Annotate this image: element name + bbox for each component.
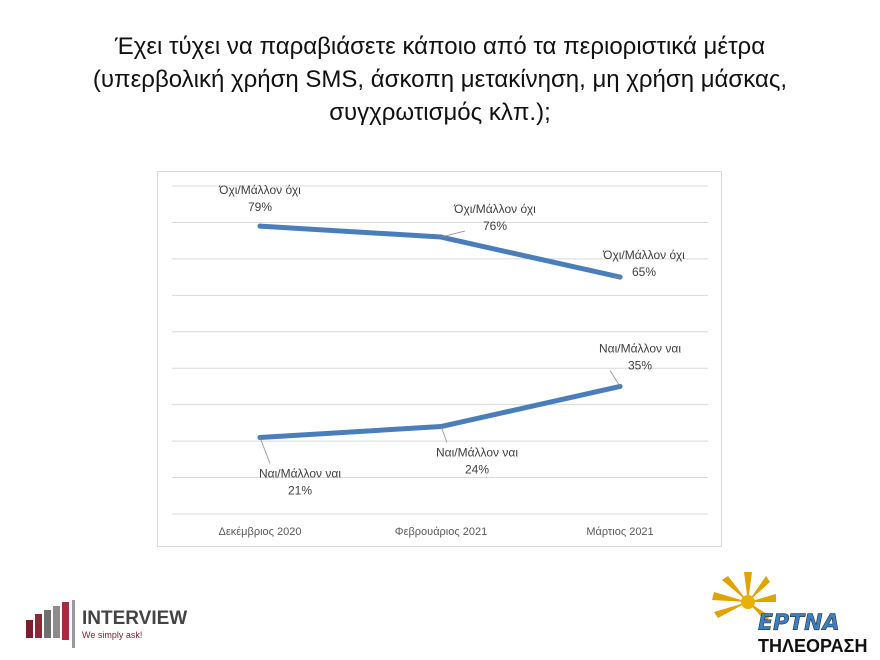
title-line-3: συγχρωτισμός κλπ.); bbox=[329, 99, 551, 126]
leader-line bbox=[440, 230, 466, 238]
data-label-name: Όχι/Μάλλον όχι bbox=[218, 183, 301, 197]
title-line-2: (υπερβολική χρήση SMS, άσκοπη μετακίνηση… bbox=[92, 66, 788, 93]
data-label-name: Ναι/Μάλλον ναι bbox=[599, 341, 681, 355]
data-label-name: Όχι/Μάλλον όχι bbox=[453, 202, 536, 216]
data-label-value: 76% bbox=[483, 219, 507, 233]
chart-frame bbox=[157, 171, 722, 547]
data-label-name: Ναι/Μάλλον ναι bbox=[436, 446, 518, 460]
data-label-name: Όχι/Μάλλον όχι bbox=[602, 248, 685, 262]
data-point bbox=[257, 223, 263, 229]
x-tick-label: Φεβρουάριος 2021 bbox=[395, 526, 487, 538]
ert-subtitle: ΤΗΛΕΟΡΑΣΗ bbox=[758, 636, 867, 656]
interview-tagline: We simply ask! bbox=[82, 630, 142, 640]
interview-logo: INTERVIEW We simply ask! bbox=[26, 600, 187, 648]
data-label-name: Ναι/Μάλλον ναι bbox=[259, 466, 341, 480]
interview-name: INTERVIEW bbox=[82, 608, 187, 629]
bar-chart-icon bbox=[26, 600, 75, 648]
data-label-value: 79% bbox=[248, 200, 272, 214]
series-line bbox=[257, 383, 623, 440]
data-label-value: 35% bbox=[628, 358, 652, 372]
ert-name: ΕΡΤΝΑ bbox=[758, 611, 840, 636]
data-label-value: 24% bbox=[465, 463, 489, 477]
ert-logo: ΕΡΤΝΑ ΤΗΛΕΟΡΑΣΗ bbox=[712, 572, 867, 656]
data-label-value: 65% bbox=[632, 265, 656, 279]
data-label-value: 21% bbox=[288, 483, 312, 497]
x-tick-label: Μάρτιος 2021 bbox=[586, 526, 653, 538]
leader-line bbox=[440, 426, 448, 443]
chart-title: Έχει τύχει να παραβιάσετε κάποιο από τα … bbox=[20, 30, 860, 129]
x-tick-label: Δεκέμβριος 2020 bbox=[219, 526, 302, 538]
series-line bbox=[257, 223, 623, 280]
leader-line bbox=[609, 370, 621, 387]
title-line-1: Έχει τύχει να παραβιάσετε κάποιο από τα … bbox=[114, 33, 766, 60]
leader-line bbox=[259, 437, 271, 464]
sun-star-icon bbox=[712, 572, 776, 622]
